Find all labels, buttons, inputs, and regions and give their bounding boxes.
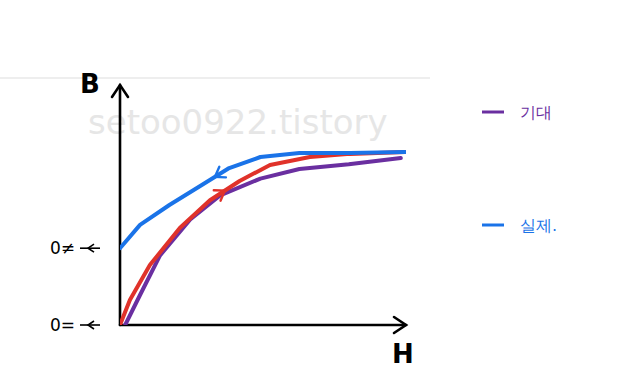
- watermark: setoo0922.tistory: [88, 102, 388, 142]
- decor-line: [0, 78, 430, 79]
- annotation-arrowhead: [88, 321, 94, 329]
- series-line: [120, 152, 405, 325]
- chart: setoo0922.tistoryB H 0≠ 0= 기대실제.: [0, 0, 620, 388]
- x-axis: [120, 324, 406, 327]
- annotation: 0=: [50, 315, 75, 335]
- x-axis-arrow: [394, 317, 406, 333]
- legend-label: 실제.: [520, 216, 557, 235]
- y-axis-label: B: [80, 69, 100, 99]
- annotation: 0≠: [50, 238, 75, 258]
- legend-label: 기대: [520, 103, 552, 122]
- legend-swatch: [482, 224, 504, 227]
- y-axis: [119, 85, 122, 325]
- x-axis-label: H: [392, 339, 414, 369]
- series-line: [120, 152, 405, 248]
- annotation-arrowhead: [88, 244, 94, 252]
- legend-swatch: [482, 111, 504, 114]
- direction-arrow: [214, 190, 225, 200]
- direction-arrow: [215, 167, 226, 178]
- y-axis-arrow: [112, 85, 128, 97]
- plot-area: [120, 152, 405, 325]
